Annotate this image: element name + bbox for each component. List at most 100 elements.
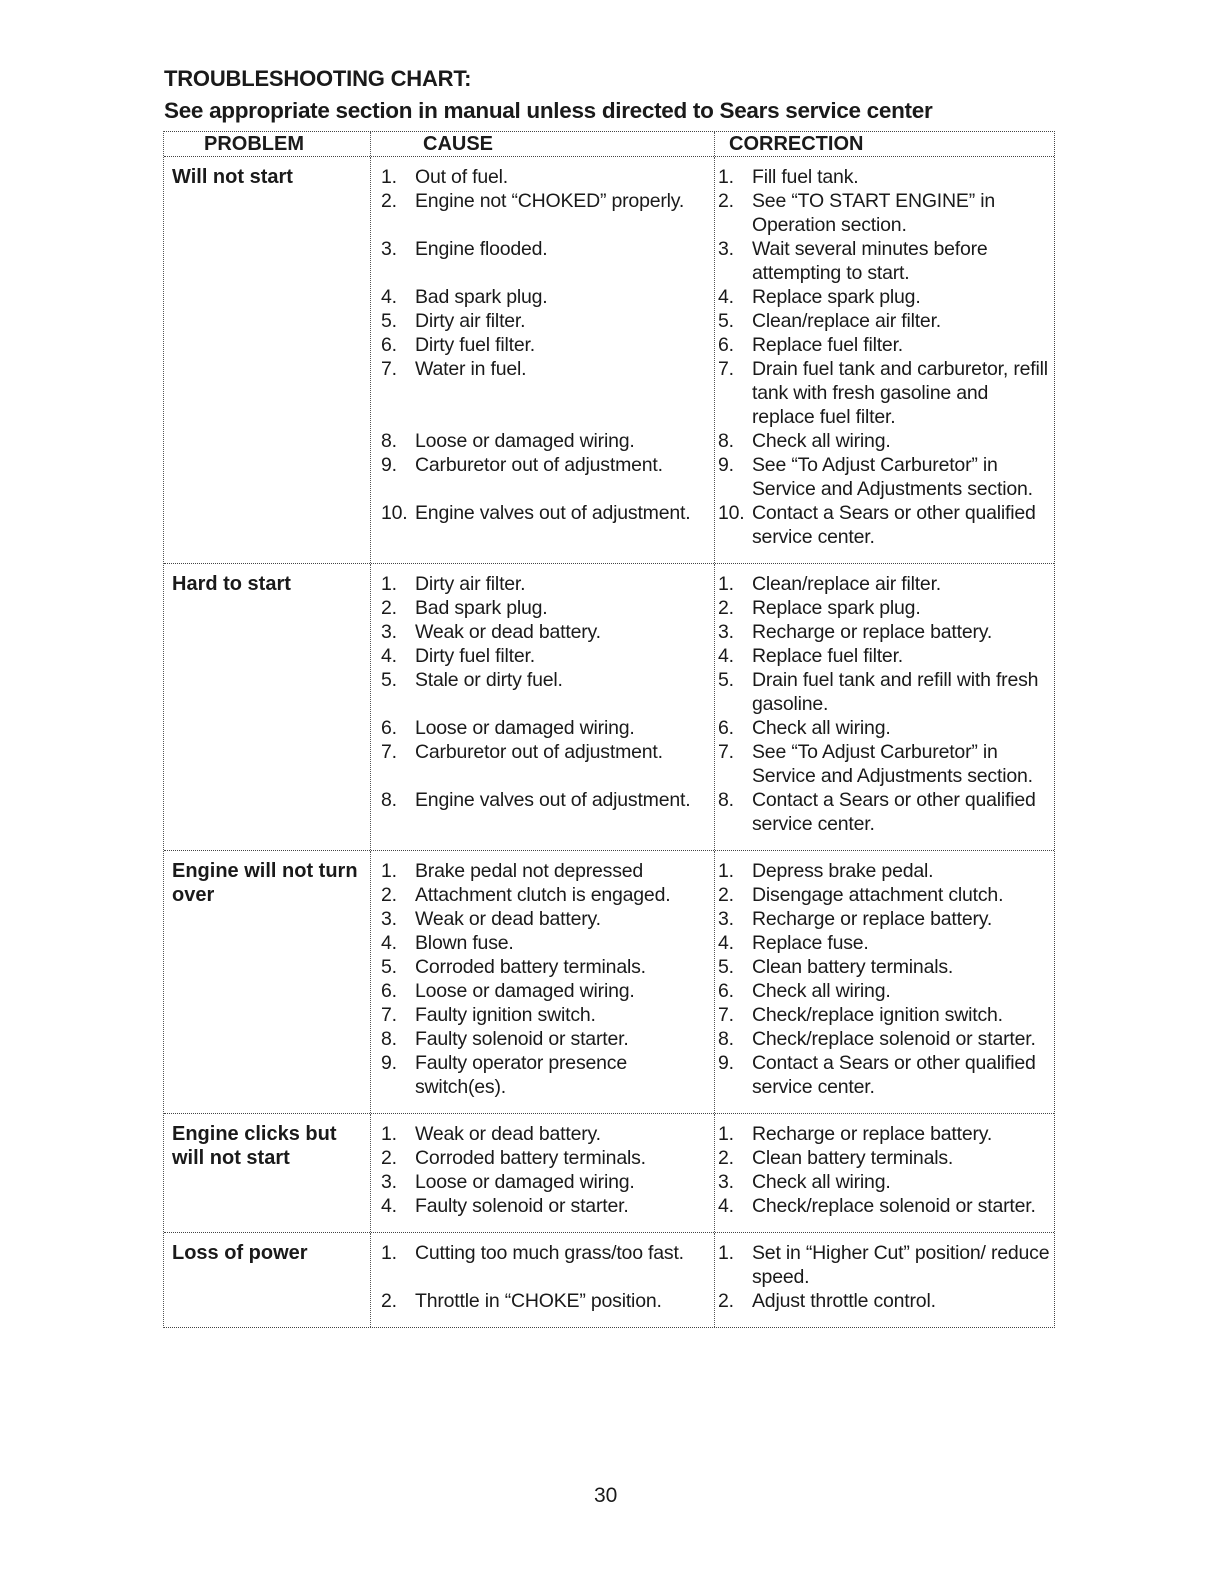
- cause-text: Faulty solenoid or starter.: [415, 1028, 629, 1050]
- correction-item: 4. Check/replace solenoid or starter.: [715, 1194, 1054, 1218]
- correction-item: 2. Adjust throttle control.: [715, 1289, 1054, 1313]
- item-number: 1.: [381, 166, 397, 188]
- cause-item: 4. Blown fuse.: [371, 931, 714, 955]
- cause-item: 9. Faulty operator presence switch(es).: [371, 1051, 714, 1099]
- item-number: 8.: [381, 789, 397, 811]
- correction-item: 4. Replace fuel filter.: [715, 644, 1054, 668]
- item-number: 2.: [381, 1147, 397, 1169]
- item-number: 5.: [381, 669, 397, 691]
- cause-item: 6. Loose or damaged wiring.: [371, 979, 714, 1003]
- correction-text: Depress brake pedal.: [752, 860, 934, 882]
- cause-item: 5. Stale or dirty fuel.: [371, 668, 714, 716]
- correction-text: Contact a Sears or other qualified servi…: [752, 1052, 1036, 1098]
- correction-item: 3. Recharge or replace battery.: [715, 620, 1054, 644]
- cause-item: 1. Dirty air filter.: [371, 572, 714, 596]
- item-number: 7.: [718, 358, 734, 380]
- item-number: 2.: [381, 597, 397, 619]
- item-number: 5.: [381, 956, 397, 978]
- correction-text: Check/replace ignition switch.: [752, 1004, 1003, 1026]
- item-number: 4.: [718, 286, 734, 308]
- correction-cell: 1. Fill fuel tank. 2. See “TO START ENGINE”…: [714, 157, 1054, 563]
- correction-text: Clean/replace air filter.: [752, 573, 942, 595]
- item-number: 5.: [718, 669, 734, 691]
- correction-item: 7. See “To Adjust Carburetor” in Service …: [715, 740, 1054, 788]
- correction-item: 3. Recharge or replace battery.: [715, 907, 1054, 931]
- item-number: 4.: [718, 645, 734, 667]
- item-number: 1.: [718, 1242, 734, 1264]
- table-section: Engine clicks but will not start 1. Weak o…: [164, 1114, 1054, 1233]
- correction-item: 7. Check/replace ignition switch.: [715, 1003, 1054, 1027]
- cause-item: 7. Faulty ignition switch.: [371, 1003, 714, 1027]
- correction-text: Drain fuel tank and refill with fresh ga…: [752, 669, 1039, 715]
- correction-cell: 1. Recharge or replace battery. 2. Clean ba…: [714, 1114, 1054, 1232]
- cause-item: 7. Carburetor out of adjustment.: [371, 740, 714, 788]
- cause-item: 4. Bad spark plug.: [371, 285, 714, 309]
- item-number: 3.: [718, 238, 734, 260]
- cause-text: Faulty solenoid or starter.: [415, 1195, 629, 1217]
- cause-item: 7. Water in fuel.: [371, 357, 714, 429]
- cause-item: 3. Loose or damaged wiring.: [371, 1170, 714, 1194]
- table-section: Engine will not turn over 1. Brake pedal n…: [164, 851, 1054, 1114]
- item-number: 6.: [718, 717, 734, 739]
- item-number: 7.: [381, 741, 397, 763]
- item-number: 9.: [718, 454, 734, 476]
- cause-text: Stale or dirty fuel.: [415, 669, 563, 691]
- correction-item: 2. See “TO START ENGINE” in Operation sec…: [715, 189, 1054, 237]
- item-number: 9.: [718, 1052, 734, 1074]
- item-number: 3.: [718, 1171, 734, 1193]
- correction-text: Wait several minutes before attempting t…: [752, 238, 988, 284]
- correction-item: 10. Contact a Sears or other qualified se…: [715, 501, 1054, 549]
- cause-item: 8. Faulty solenoid or starter.: [371, 1027, 714, 1051]
- cause-text: Weak or dead battery.: [415, 908, 601, 930]
- correction-text: Clean battery terminals.: [752, 1147, 954, 1169]
- problem-label: Engine will not turn over: [172, 860, 358, 906]
- correction-text: Contact a Sears or other qualified servi…: [752, 789, 1036, 835]
- header-cause: CAUSE: [370, 132, 714, 156]
- cause-item: 1. Out of fuel.: [371, 165, 714, 189]
- correction-item: 1. Set in “Higher Cut” position/ reduce s…: [715, 1241, 1054, 1289]
- correction-item: 3. Wait several minutes before attempting…: [715, 237, 1054, 285]
- cause-cell: 1. Out of fuel. 2. Engine not “CHOKED” prop…: [370, 157, 714, 563]
- cause-item: 8. Engine valves out of adjustment.: [371, 788, 714, 836]
- correction-item: 1. Recharge or replace battery.: [715, 1122, 1054, 1146]
- item-number: 6.: [381, 717, 397, 739]
- cause-item: 2. Bad spark plug.: [371, 596, 714, 620]
- item-number: 4.: [381, 645, 397, 667]
- cause-text: Cutting too much grass/too fast.: [415, 1242, 684, 1264]
- item-number: 8.: [381, 430, 397, 452]
- cause-item: 6. Loose or damaged wiring.: [371, 716, 714, 740]
- item-number: 10.: [381, 502, 408, 524]
- correction-item: 1. Fill fuel tank.: [715, 165, 1054, 189]
- item-number: 5.: [381, 310, 397, 332]
- correction-item: 4. Replace fuse.: [715, 931, 1054, 955]
- cause-cell: 1. Brake pedal not depressed 2. Attachment …: [370, 851, 714, 1113]
- correction-item: 2. Disengage attachment clutch.: [715, 883, 1054, 907]
- correction-item: 9. Contact a Sears or other qualified ser…: [715, 1051, 1054, 1099]
- correction-item: 5. Clean battery terminals.: [715, 955, 1054, 979]
- item-number: 1.: [718, 860, 734, 882]
- cause-text: Weak or dead battery.: [415, 621, 601, 643]
- item-number: 1.: [718, 166, 734, 188]
- item-number: 2.: [381, 190, 397, 212]
- item-number: 1.: [381, 573, 397, 595]
- table-section: Loss of power 1. Cutting too much grass/to…: [164, 1233, 1054, 1327]
- cause-cell: 1. Dirty air filter. 2. Bad spark plug. 3. We…: [370, 564, 714, 850]
- correction-cell: 1. Set in “Higher Cut” position/ reduce s…: [714, 1233, 1054, 1327]
- cause-item: 1. Brake pedal not depressed: [371, 859, 714, 883]
- item-number: 9.: [381, 1052, 397, 1074]
- correction-text: Fill fuel tank.: [752, 166, 859, 188]
- correction-text: Clean battery terminals.: [752, 956, 954, 978]
- correction-item: 5. Drain fuel tank and refill with fresh …: [715, 668, 1054, 716]
- item-number: 1.: [381, 1123, 397, 1145]
- correction-item: 1. Depress brake pedal.: [715, 859, 1054, 883]
- item-number: 3.: [381, 238, 397, 260]
- header-correction: CORRECTION: [714, 132, 1054, 156]
- correction-text: See “To Adjust Carburetor” in Service an…: [752, 741, 1033, 787]
- cause-text: Bad spark plug.: [415, 286, 548, 308]
- cause-text: Weak or dead battery.: [415, 1123, 601, 1145]
- item-number: 3.: [718, 908, 734, 930]
- correction-cell: 1. Clean/replace air filter. 2. Replace spa…: [714, 564, 1054, 850]
- item-number: 5.: [718, 310, 734, 332]
- correction-text: Check all wiring.: [752, 980, 891, 1002]
- cause-item: 9. Carburetor out of adjustment.: [371, 453, 714, 501]
